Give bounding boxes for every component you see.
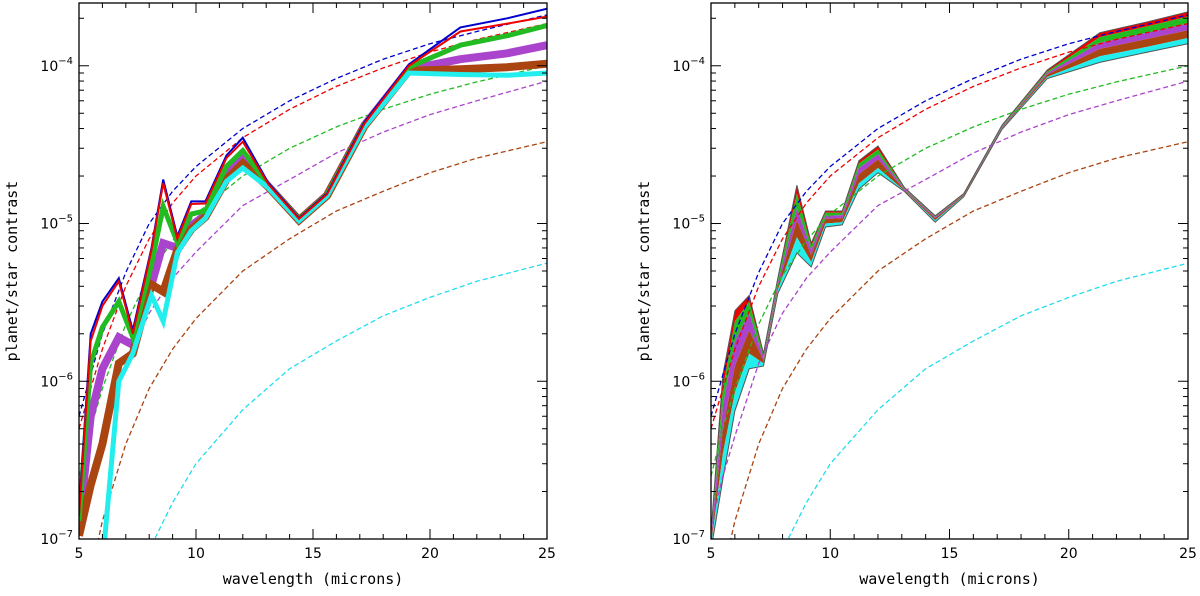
left-x-axis-title: wavelength (microns) [223, 570, 404, 588]
right-x-tick-label: 5 [707, 546, 716, 562]
left-series-line-2 [79, 23, 547, 522]
right-y-tick-label: 10−7 [672, 529, 705, 548]
right-dashed-curve-4 [730, 141, 1188, 539]
left-x-tick-label: 20 [421, 546, 439, 562]
right-y-tick-label: 10−4 [672, 56, 705, 75]
right-x-tick-label: 25 [1179, 546, 1197, 562]
right-dashed-curve-0 [711, 14, 1188, 417]
left-series-line-1 [79, 15, 547, 516]
left-dashed-curve-1 [79, 22, 547, 429]
left-y-tick-label: 10−5 [40, 214, 73, 233]
right-x-tick-label: 10 [821, 546, 839, 562]
right-y-tick-label: 10−6 [672, 371, 705, 390]
right-dashed-curve-2 [711, 65, 1188, 477]
left-x-tick-label: 10 [187, 546, 205, 562]
right-dashed-curve-3 [711, 80, 1188, 527]
left-plot-area [79, 7, 547, 539]
left-dashed-curve-4 [97, 141, 547, 539]
left-y-tick-label: 10−6 [40, 371, 73, 390]
right-y-axis-title: planet/star contrast [635, 181, 653, 362]
left-dashed-curve-5 [153, 262, 547, 539]
right-x-tick-label: 15 [941, 546, 959, 562]
left-x-tick-label: 15 [304, 546, 322, 562]
right-band-4 [711, 38, 1188, 539]
left-x-tick-label: 25 [538, 546, 556, 562]
right-x-tick-label: 20 [1060, 546, 1078, 562]
left-series-line-5 [102, 70, 547, 539]
left-panel: 5 10 15 20 25 10−7 10−6 10−5 10−4 wavelength (mic… [3, 2, 556, 588]
right-x-axis-title: wavelength (microns) [859, 570, 1040, 588]
right-dashed-curve-5 [787, 262, 1188, 539]
right-dashed-curve-1 [711, 22, 1188, 429]
right-panel: 5 10 15 20 25 10−7 10−6 10−5 10−4 wavelength (mic… [635, 2, 1197, 588]
left-x-tick-label: 5 [75, 546, 84, 562]
right-band-bottom-outline [712, 43, 1188, 539]
right-plot-area [711, 11, 1188, 539]
right-band-3 [711, 30, 1188, 539]
left-y-tick-label: 10−7 [40, 529, 73, 548]
left-y-axis-title: planet/star contrast [3, 181, 21, 362]
left-y-tick-label: 10−4 [40, 56, 73, 75]
right-y-tick-label: 10−5 [672, 214, 705, 233]
